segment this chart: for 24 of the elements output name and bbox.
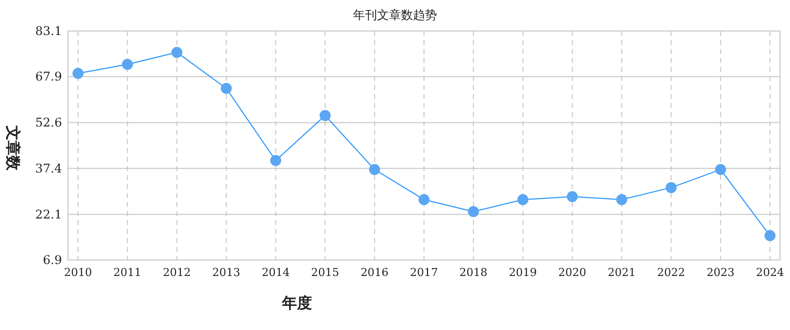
x-tick-label: 2014 xyxy=(262,266,290,279)
x-tick-label: 2020 xyxy=(558,266,586,279)
y-tick-label: 6.9 xyxy=(42,253,62,267)
x-tick-label: 2017 xyxy=(410,266,438,279)
x-tick-label: 2018 xyxy=(459,266,488,279)
x-axis-title: 年度 xyxy=(281,294,312,312)
x-tick-label: 2013 xyxy=(212,266,240,279)
x-tick-label: 2021 xyxy=(608,266,636,279)
y-axis-title: 文章数 xyxy=(4,124,22,172)
x-tick-label: 2015 xyxy=(311,266,340,279)
y-tick-label: 67.9 xyxy=(35,70,62,84)
y-tick-label: 22.1 xyxy=(35,207,62,222)
x-tick-label: 2023 xyxy=(706,266,735,279)
x-tick-label: 2012 xyxy=(162,266,191,279)
x-tick-label: 2010 xyxy=(64,266,92,279)
x-tick-label: 2016 xyxy=(360,266,389,279)
x-tick-label: 2022 xyxy=(657,266,686,279)
x-tick-label: 2011 xyxy=(113,266,142,279)
x-tick-label: 2019 xyxy=(508,266,537,279)
y-tick-label: 52.6 xyxy=(35,116,62,130)
x-tick-label: 2024 xyxy=(756,266,784,279)
chart-title: 年刊文章数趋势 xyxy=(353,8,437,22)
y-tick-label: 83.1 xyxy=(35,24,62,38)
y-tick-label: 37.4 xyxy=(35,161,62,176)
